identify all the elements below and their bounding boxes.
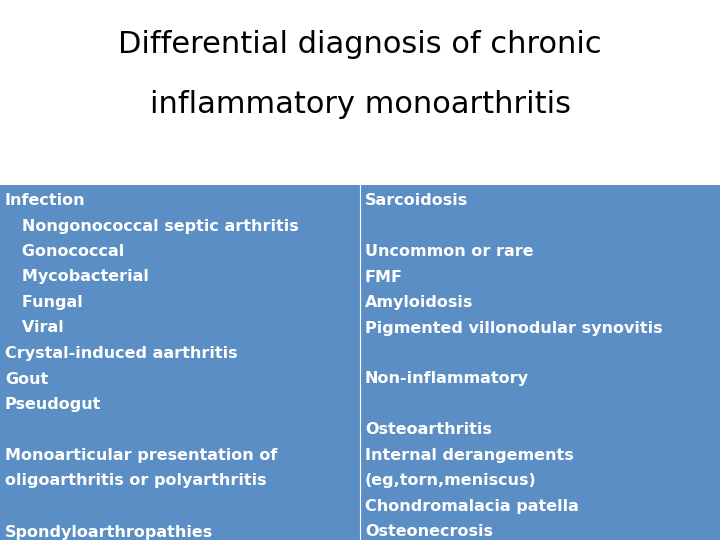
Text: Gonococcal: Gonococcal — [5, 244, 125, 259]
Text: Sarcoidosis: Sarcoidosis — [365, 193, 468, 208]
Text: Non-inflammatory: Non-inflammatory — [365, 372, 529, 387]
Text: (eg,torn,meniscus): (eg,torn,meniscus) — [365, 474, 536, 489]
Text: Pigmented villonodular synovitis: Pigmented villonodular synovitis — [365, 321, 662, 335]
Text: Monoarticular presentation of: Monoarticular presentation of — [5, 448, 277, 463]
Text: Pseudogut: Pseudogut — [5, 397, 102, 412]
Text: Internal derangements: Internal derangements — [365, 448, 574, 463]
Text: inflammatory monoarthritis: inflammatory monoarthritis — [150, 90, 570, 119]
Text: Uncommon or rare: Uncommon or rare — [365, 244, 534, 259]
Text: Osteoarthritis: Osteoarthritis — [365, 422, 492, 437]
Bar — [0, 185, 720, 540]
Text: oligoarthritis or polyarthritis: oligoarthritis or polyarthritis — [5, 474, 266, 489]
Text: FMF: FMF — [365, 269, 403, 285]
Text: Differential diagnosis of chronic: Differential diagnosis of chronic — [118, 30, 602, 59]
Text: Chondromalacia patella: Chondromalacia patella — [365, 499, 579, 514]
Text: Infection: Infection — [5, 193, 86, 208]
Text: Amyloidosis: Amyloidosis — [365, 295, 473, 310]
Text: Mycobacterial: Mycobacterial — [5, 269, 149, 285]
Text: Nongonococcal septic arthritis: Nongonococcal septic arthritis — [5, 219, 299, 233]
Text: Viral: Viral — [5, 321, 64, 335]
Text: Osteonecrosis: Osteonecrosis — [365, 524, 493, 539]
Text: Crystal-induced aarthritis: Crystal-induced aarthritis — [5, 346, 238, 361]
Text: Spondyloarthropathies: Spondyloarthropathies — [5, 524, 213, 539]
Text: Gout: Gout — [5, 372, 48, 387]
Text: Fungal: Fungal — [5, 295, 83, 310]
